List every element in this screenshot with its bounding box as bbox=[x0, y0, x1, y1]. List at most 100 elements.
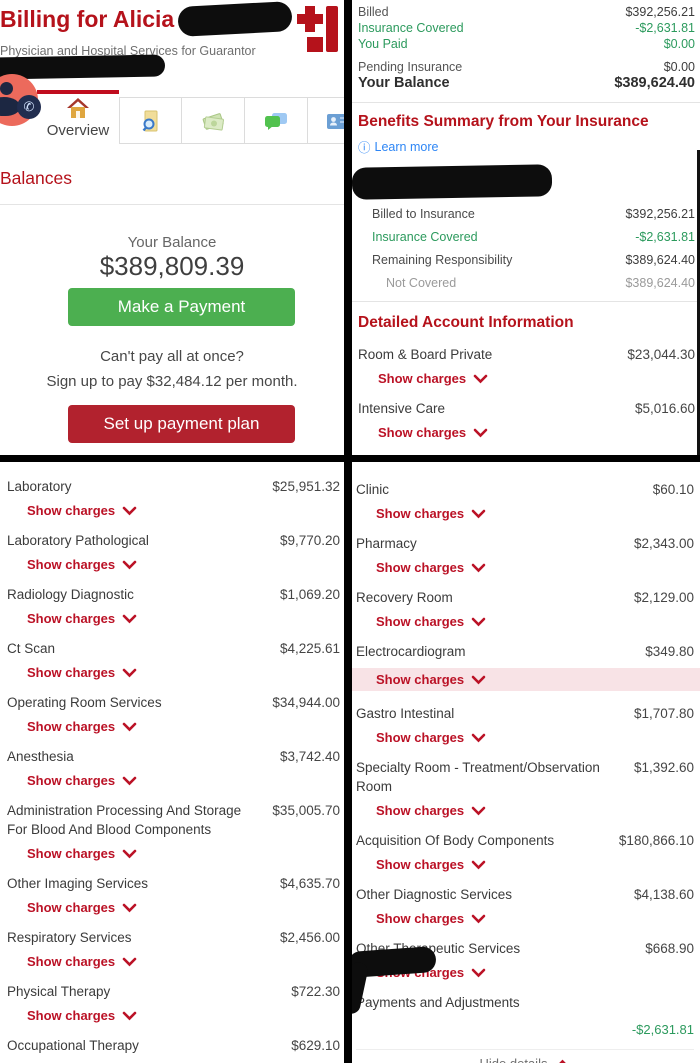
show-charges-label: Show charges bbox=[376, 803, 465, 818]
show-charges-link[interactable]: Show charges bbox=[376, 911, 694, 926]
person-icon bbox=[0, 82, 13, 95]
hide-details-label: Hide details bbox=[480, 1056, 548, 1063]
show-charges-link[interactable]: Show charges bbox=[27, 557, 340, 572]
tab-messages[interactable] bbox=[245, 97, 308, 144]
account-amount: $4,225.61 bbox=[279, 641, 340, 656]
benefit-row-value: -$2,631.81 bbox=[635, 230, 695, 244]
show-charges-link[interactable]: Show charges bbox=[27, 773, 340, 788]
account-row: Room & Board Private $23,044.30 Show cha… bbox=[358, 345, 695, 386]
learn-more-link[interactable]: ⓘ Learn more bbox=[358, 137, 695, 156]
chevron-down-icon bbox=[471, 806, 486, 815]
chat-bubbles-icon bbox=[265, 112, 287, 130]
show-charges-link[interactable]: Show charges bbox=[27, 611, 340, 626]
account-list: Room & Board Private $23,044.30 Show cha… bbox=[358, 345, 695, 455]
show-charges-link[interactable]: Show charges bbox=[376, 857, 694, 872]
cant-pay-text: Can't pay all at once? bbox=[100, 348, 244, 365]
account-row: Specialty Room - Treatment/Observation R… bbox=[356, 758, 694, 818]
panel-charges-right: Clinic $60.10 Show charges Pharmacy $2,3… bbox=[352, 462, 700, 1063]
show-charges-link[interactable]: Show charges bbox=[378, 371, 695, 386]
divider bbox=[352, 102, 700, 103]
account-amount: $2,343.00 bbox=[633, 536, 694, 551]
account-row: Operating Room Services $34,944.00 Show … bbox=[7, 693, 340, 734]
phone-icon: ✆ bbox=[17, 95, 41, 119]
account-name: Operating Room Services bbox=[7, 695, 162, 710]
panel-billing-overview: Billing for Alicia Physician and Hospita… bbox=[0, 0, 344, 455]
chevron-down-icon bbox=[122, 957, 137, 966]
account-row: Gastro Intestinal $1,707.80 Show charges bbox=[356, 704, 694, 745]
summary-row-value: -$2,631.81 bbox=[635, 21, 695, 35]
scrollbar[interactable] bbox=[697, 150, 700, 455]
divider bbox=[0, 204, 344, 205]
account-row: Anesthesia $3,742.40 Show charges bbox=[7, 747, 340, 788]
show-charges-link[interactable]: Show charges bbox=[27, 900, 340, 915]
detailed-info-heading: Detailed Account Information bbox=[358, 314, 574, 331]
account-amount: $23,044.30 bbox=[627, 347, 695, 362]
call-avatar-bubble[interactable]: ✆ bbox=[0, 74, 41, 126]
account-name: Radiology Diagnostic bbox=[7, 587, 134, 602]
account-name: Electrocardiogram bbox=[356, 644, 466, 659]
account-amount: $722.30 bbox=[291, 984, 340, 999]
make-payment-button[interactable]: Make a Payment bbox=[68, 288, 295, 326]
show-charges-link[interactable]: Show charges bbox=[27, 1008, 340, 1023]
panel-summary: Billed $392,256.21 Insurance Covered -$2… bbox=[352, 0, 700, 455]
page-title: Billing for Alicia bbox=[0, 5, 175, 32]
show-charges-label: Show charges bbox=[27, 954, 116, 969]
show-charges-link[interactable]: Show charges bbox=[376, 730, 694, 745]
chevron-down-icon bbox=[122, 668, 137, 677]
account-amount: $9,770.20 bbox=[279, 533, 340, 548]
account-row: Clinic $60.10 Show charges bbox=[356, 480, 694, 521]
summary-row: You Paid $0.00 bbox=[358, 37, 695, 52]
tab-overview-label: Overview bbox=[46, 122, 110, 139]
show-charges-link[interactable]: Show charges bbox=[27, 719, 340, 734]
benefits-heading: Benefits Summary from Your Insurance bbox=[358, 113, 649, 130]
account-amount: $4,138.60 bbox=[633, 887, 694, 902]
account-amount: $60.10 bbox=[652, 482, 694, 497]
account-name: Laboratory bbox=[7, 479, 72, 494]
summary-row: Your Balance $389,624.40 bbox=[358, 76, 695, 91]
show-charges-link[interactable]: Show charges bbox=[352, 668, 700, 691]
show-charges-label: Show charges bbox=[376, 672, 465, 687]
divider bbox=[352, 301, 700, 302]
show-charges-label: Show charges bbox=[376, 560, 465, 575]
account-amount: $2,129.00 bbox=[633, 590, 694, 605]
tab-insurance-card[interactable] bbox=[308, 97, 344, 144]
your-balance-amount: $389,809.39 bbox=[99, 251, 245, 281]
account-amount: $34,944.00 bbox=[272, 695, 340, 710]
account-name: Gastro Intestinal bbox=[356, 706, 455, 721]
account-amount: $1,069.20 bbox=[279, 587, 340, 602]
chevron-down-icon bbox=[471, 968, 486, 977]
summary-totals: Billed $392,256.21 Insurance Covered -$2… bbox=[358, 5, 695, 91]
account-row: Physical Therapy $722.30 Show charges bbox=[7, 982, 340, 1023]
benefit-row: Insurance Covered -$2,631.81 bbox=[372, 230, 695, 244]
summary-row: Pending Insurance $0.00 bbox=[358, 60, 695, 75]
show-charges-label: Show charges bbox=[378, 425, 467, 440]
show-charges-link[interactable]: Show charges bbox=[27, 665, 340, 680]
show-charges-label: Show charges bbox=[27, 557, 116, 572]
show-charges-link[interactable]: Show charges bbox=[376, 803, 694, 818]
contact-card-icon bbox=[327, 113, 344, 129]
tab-overview[interactable]: Overview bbox=[36, 96, 120, 144]
tab-payments[interactable] bbox=[182, 97, 245, 144]
chevron-down-icon bbox=[122, 849, 137, 858]
setup-payment-plan-button[interactable]: Set up payment plan bbox=[68, 405, 295, 443]
show-charges-link[interactable]: Show charges bbox=[27, 846, 340, 861]
account-row: Recovery Room $2,129.00 Show charges bbox=[356, 588, 694, 629]
account-row: Other Imaging Services $4,635.70 Show ch… bbox=[7, 874, 340, 915]
tab-find-bill[interactable] bbox=[119, 97, 182, 144]
account-amount: $4,635.70 bbox=[279, 876, 340, 891]
show-charges-link[interactable]: Show charges bbox=[376, 560, 694, 575]
account-row: Laboratory Pathological $9,770.20 Show c… bbox=[7, 531, 340, 572]
summary-row-value: $392,256.21 bbox=[625, 5, 695, 19]
show-charges-link[interactable]: Show charges bbox=[376, 506, 694, 521]
hide-details-link[interactable]: Hide details bbox=[356, 1049, 694, 1063]
show-charges-link[interactable]: Show charges bbox=[378, 425, 695, 440]
hospital-logo-icon bbox=[297, 6, 338, 52]
show-charges-link[interactable]: Show charges bbox=[27, 503, 340, 518]
payments-adjustments-row: Payments and Adjustments -$2,631.81 bbox=[356, 993, 694, 1037]
chevron-down-icon bbox=[122, 560, 137, 569]
show-charges-link[interactable]: Show charges bbox=[27, 954, 340, 969]
account-name: Administration Processing And Storage Fo… bbox=[7, 803, 242, 837]
show-charges-link[interactable]: Show charges bbox=[376, 614, 694, 629]
account-name: Recovery Room bbox=[356, 590, 453, 605]
